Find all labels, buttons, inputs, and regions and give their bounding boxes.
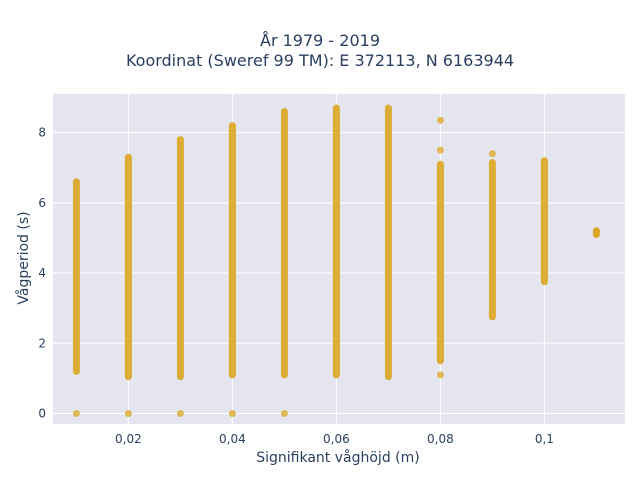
point-cluster <box>332 104 340 379</box>
data-marks <box>72 104 600 417</box>
data-point <box>436 371 444 379</box>
x-axis-label: Signifikant våghöjd (m) <box>256 449 419 466</box>
data-point <box>488 150 496 158</box>
y-tick-label: 6 <box>38 196 46 210</box>
data-point <box>72 409 80 417</box>
x-tick-label: 0,08 <box>427 432 454 446</box>
y-tick-label: 2 <box>38 336 46 350</box>
x-tick-label: 0,04 <box>219 432 246 446</box>
data-point <box>228 409 236 417</box>
x-tick-label: 0,06 <box>323 432 350 446</box>
data-point <box>280 409 288 417</box>
data-point <box>436 116 444 124</box>
point-cluster <box>280 108 288 379</box>
point-cluster <box>176 136 184 381</box>
data-point <box>592 227 600 235</box>
data-point <box>124 409 132 417</box>
y-axis-label: Vågperiod (s) <box>15 211 32 304</box>
chart-subtitle: Koordinat (Sweref 99 TM): E 372113, N 61… <box>126 51 514 70</box>
data-point <box>176 409 184 417</box>
point-cluster <box>488 158 496 321</box>
point-cluster <box>384 104 392 381</box>
chart-title: År 1979 - 2019 <box>260 31 380 50</box>
point-cluster <box>124 153 132 381</box>
point-cluster <box>540 157 548 286</box>
tick-labels: 0,02 0,04 0,06 0,08 0,1 0 2 4 6 8 <box>38 126 554 446</box>
point-cluster <box>72 178 80 375</box>
x-tick-label: 0,1 <box>535 432 554 446</box>
x-tick-label: 0,02 <box>115 432 142 446</box>
data-point <box>436 146 444 154</box>
point-cluster <box>228 122 236 379</box>
y-tick-label: 8 <box>38 126 46 140</box>
y-tick-label: 4 <box>38 266 46 280</box>
point-cluster <box>436 160 444 365</box>
y-tick-label: 0 <box>38 406 46 420</box>
